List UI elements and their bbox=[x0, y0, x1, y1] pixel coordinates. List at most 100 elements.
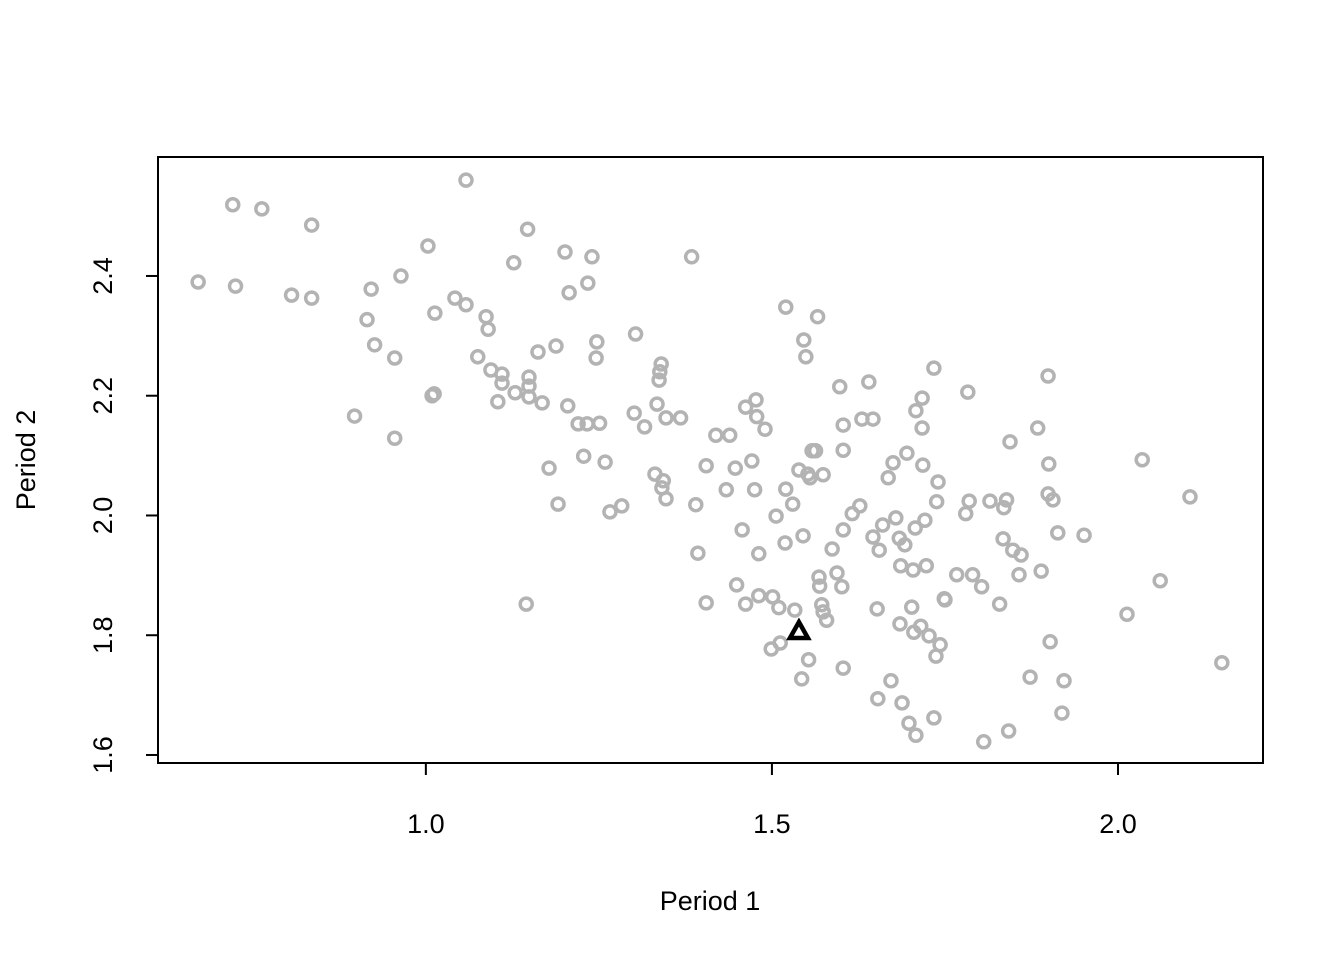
point bbox=[912, 618, 929, 634]
point bbox=[888, 510, 904, 526]
y-tick-label: 1.6 bbox=[88, 736, 118, 774]
point bbox=[420, 238, 436, 254]
point bbox=[964, 567, 981, 583]
point bbox=[727, 460, 743, 476]
point bbox=[751, 546, 767, 562]
point bbox=[1134, 452, 1150, 468]
point bbox=[982, 493, 998, 509]
point bbox=[521, 369, 537, 385]
point bbox=[973, 578, 990, 595]
point bbox=[835, 522, 851, 538]
point bbox=[892, 558, 909, 574]
x-tick-label: 2.0 bbox=[1099, 809, 1137, 839]
point bbox=[1033, 563, 1049, 579]
point bbox=[588, 350, 604, 366]
point bbox=[894, 695, 910, 711]
point bbox=[1041, 456, 1057, 472]
point bbox=[658, 490, 674, 507]
point bbox=[815, 604, 831, 620]
point bbox=[1029, 420, 1046, 436]
point bbox=[698, 595, 714, 611]
point bbox=[227, 278, 244, 294]
point bbox=[757, 421, 773, 438]
point bbox=[652, 364, 668, 380]
point bbox=[721, 427, 738, 443]
point bbox=[746, 481, 763, 498]
point bbox=[784, 496, 801, 512]
point bbox=[519, 221, 536, 238]
point bbox=[254, 201, 270, 217]
point bbox=[541, 460, 557, 476]
point bbox=[708, 427, 724, 443]
point bbox=[589, 334, 605, 350]
point bbox=[870, 690, 886, 707]
point bbox=[458, 296, 474, 313]
point bbox=[1011, 567, 1027, 583]
point bbox=[815, 467, 831, 483]
point bbox=[865, 411, 881, 427]
point bbox=[548, 338, 564, 354]
y-tick-label: 1.8 bbox=[88, 616, 118, 654]
point bbox=[1056, 672, 1072, 689]
point bbox=[470, 349, 486, 365]
point bbox=[865, 529, 881, 545]
point bbox=[1152, 572, 1168, 589]
point bbox=[737, 399, 754, 415]
point bbox=[897, 537, 913, 553]
point bbox=[490, 393, 506, 410]
point bbox=[811, 569, 827, 585]
point bbox=[885, 455, 901, 471]
point bbox=[1002, 434, 1018, 450]
point bbox=[655, 472, 672, 489]
point bbox=[386, 350, 403, 366]
point bbox=[921, 628, 937, 644]
y-tick-label: 2.2 bbox=[88, 377, 118, 415]
point bbox=[557, 244, 573, 260]
point bbox=[1013, 547, 1029, 563]
point bbox=[698, 458, 714, 474]
point bbox=[914, 390, 930, 406]
point bbox=[880, 470, 896, 486]
point bbox=[480, 321, 496, 338]
point bbox=[447, 290, 463, 306]
point bbox=[908, 727, 924, 743]
point bbox=[786, 617, 812, 641]
point bbox=[1054, 705, 1070, 721]
point bbox=[802, 470, 818, 486]
point bbox=[683, 249, 700, 265]
point bbox=[346, 408, 363, 424]
point bbox=[1022, 669, 1038, 685]
point bbox=[899, 445, 915, 461]
point bbox=[597, 454, 613, 470]
point bbox=[824, 541, 840, 557]
x-tick-label: 1.5 bbox=[753, 809, 791, 839]
point bbox=[1119, 606, 1135, 623]
point bbox=[861, 374, 877, 390]
point bbox=[778, 481, 794, 497]
point bbox=[930, 474, 946, 490]
point bbox=[718, 481, 734, 498]
point bbox=[1076, 527, 1092, 543]
y-tick-label: 2.0 bbox=[88, 497, 118, 535]
point bbox=[832, 378, 848, 395]
point bbox=[688, 496, 704, 513]
point bbox=[818, 612, 835, 629]
point bbox=[303, 217, 320, 233]
point bbox=[393, 268, 409, 284]
point bbox=[602, 504, 618, 520]
point bbox=[748, 392, 764, 408]
point bbox=[426, 386, 442, 402]
point bbox=[800, 652, 817, 668]
point bbox=[926, 360, 942, 376]
point bbox=[998, 492, 1015, 508]
point bbox=[518, 596, 534, 612]
point bbox=[835, 417, 851, 433]
point bbox=[627, 326, 644, 342]
point bbox=[883, 672, 899, 689]
point bbox=[386, 430, 403, 446]
point bbox=[559, 398, 576, 414]
point bbox=[494, 375, 510, 391]
point bbox=[672, 410, 689, 426]
point bbox=[649, 396, 665, 412]
point bbox=[908, 402, 924, 419]
